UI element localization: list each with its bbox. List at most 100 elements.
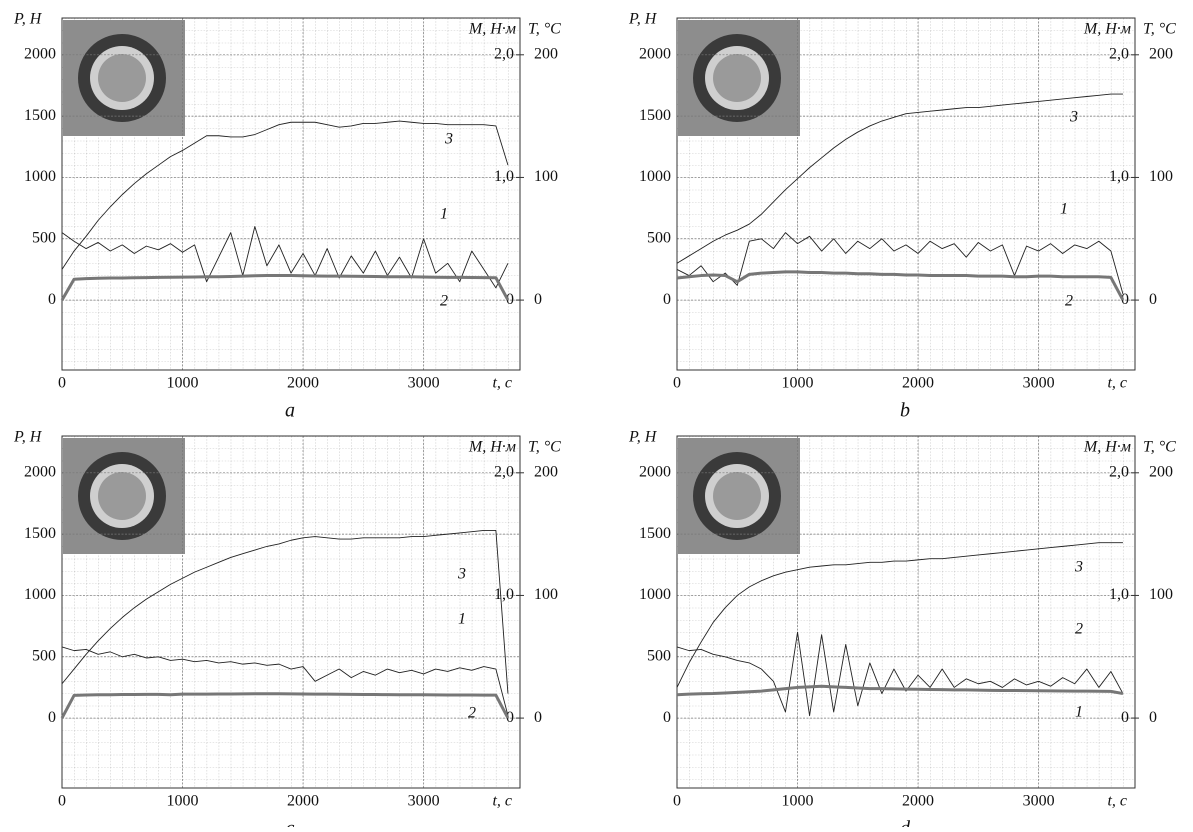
y2-axis-label: M, Н·м [468, 21, 516, 38]
series-name: 1 [1075, 704, 1083, 721]
y2-tick-label: 1,0 [494, 168, 514, 185]
y2-axis-label: M, Н·м [1083, 21, 1131, 38]
series-name: 1 [458, 611, 466, 628]
y2-tick-label: 2,0 [494, 45, 514, 62]
y3-tick-label: 100 [534, 168, 558, 185]
y-tick-label: 500 [32, 647, 56, 664]
y3-tick-label: 0 [534, 291, 542, 308]
x-tick-label: 2000 [902, 793, 934, 810]
inset-ring [713, 472, 761, 520]
panel: 0 500 1000 1500 2000 0 1000 2000 3000 0 1,0 2,0 0 100… [13, 429, 561, 832]
y-tick-label: 0 [663, 709, 671, 726]
series-line [61, 226, 509, 289]
x-axis-label: t, с [1107, 375, 1127, 392]
y-tick-label: 500 [32, 229, 56, 246]
y2-tick-label: 2,0 [494, 463, 514, 480]
x-tick-label: 2000 [287, 793, 319, 810]
y3-tick-label: 200 [1149, 45, 1173, 62]
series-line [61, 529, 509, 694]
y3-tick-label: 100 [1149, 586, 1173, 603]
y-tick-label: 500 [647, 229, 671, 246]
series-line [676, 232, 1124, 295]
y2-tick-label: 1,0 [1109, 586, 1129, 603]
y3-tick-label: 200 [534, 45, 558, 62]
series-name: 2 [1065, 293, 1073, 310]
y2-tick-label: 0 [506, 709, 514, 726]
x-axis-label: t, с [492, 793, 512, 810]
x-tick-label: 1000 [167, 375, 199, 392]
y3-tick-label: 100 [534, 586, 558, 603]
y-tick-label: 2000 [639, 45, 671, 62]
y-tick-label: 1500 [639, 107, 671, 124]
x-tick-label: 1000 [167, 793, 199, 810]
plot-frame [61, 435, 521, 789]
y-axis-label: P, Н [13, 429, 43, 446]
series-name: 2 [1075, 621, 1083, 638]
y2-axis-label: M, Н·м [1083, 439, 1131, 456]
y3-tick-label: 200 [1149, 463, 1173, 480]
y2-axis-label: M, Н·м [468, 439, 516, 456]
x-axis-label: t, с [1107, 793, 1127, 810]
y-tick-label: 2000 [639, 463, 671, 480]
y-axis-label: P, Н [628, 11, 658, 28]
x-tick-label: 1000 [782, 793, 814, 810]
x-tick-label: 0 [673, 375, 681, 392]
series-line [676, 542, 1123, 688]
y-axis-label: P, Н [628, 429, 658, 446]
y3-tick-label: 0 [534, 709, 542, 726]
inset-ring [98, 54, 146, 102]
x-tick-label: 3000 [408, 375, 440, 392]
panel-label: b [900, 400, 910, 422]
y3-tick-label: 100 [1149, 168, 1173, 185]
series-line [60, 274, 510, 301]
y-tick-label: 1000 [639, 168, 671, 185]
plot-frame [676, 17, 1136, 371]
x-tick-label: 3000 [1023, 793, 1055, 810]
plot-frame [61, 17, 521, 371]
x-tick-label: 3000 [408, 793, 440, 810]
y-tick-label: 1000 [639, 586, 671, 603]
y3-axis-label: T, °C [528, 439, 561, 456]
y-tick-label: 1000 [24, 168, 56, 185]
x-tick-label: 0 [673, 793, 681, 810]
y-tick-label: 0 [663, 291, 671, 308]
panel-label: c [286, 818, 295, 827]
y-tick-label: 1500 [24, 525, 56, 542]
x-tick-label: 1000 [782, 375, 814, 392]
series-name: 3 [457, 566, 466, 583]
series-line [60, 692, 510, 719]
y2-tick-label: 1,0 [494, 586, 514, 603]
series-name: 1 [440, 206, 448, 223]
series-line [676, 631, 1124, 717]
y3-axis-label: T, °C [1143, 439, 1176, 456]
series-name: 3 [444, 131, 453, 148]
x-tick-label: 0 [58, 793, 66, 810]
y-tick-label: 1000 [24, 586, 56, 603]
y2-tick-label: 2,0 [1109, 45, 1129, 62]
inset-ring [713, 54, 761, 102]
y3-axis-label: T, °C [528, 21, 561, 38]
y-tick-label: 2000 [24, 463, 56, 480]
series-line [676, 684, 1124, 697]
y3-tick-label: 0 [1149, 709, 1157, 726]
panel-label: a [285, 400, 295, 422]
y2-tick-label: 0 [1121, 291, 1129, 308]
panel: 0 500 1000 1500 2000 0 1000 2000 3000 0 1,0 2,0 0 100… [628, 429, 1176, 832]
series-line [676, 93, 1123, 264]
series-name: 2 [468, 705, 476, 722]
series-line [61, 120, 509, 270]
series-name: 3 [1069, 109, 1078, 126]
series-name: 1 [1060, 201, 1068, 218]
panel: 0 500 1000 1500 2000 0 1000 2000 3000 0 1,0 2,0 0 100… [13, 11, 561, 422]
y2-tick-label: 2,0 [1109, 463, 1129, 480]
series-name: 2 [440, 293, 448, 310]
panel-label: d [900, 818, 911, 827]
x-axis-label: t, с [492, 375, 512, 392]
y-axis-label: P, Н [13, 11, 43, 28]
x-tick-label: 3000 [1023, 375, 1055, 392]
y-tick-label: 2000 [24, 45, 56, 62]
y3-axis-label: T, °C [1143, 21, 1176, 38]
y3-tick-label: 200 [534, 463, 558, 480]
y-tick-label: 0 [48, 291, 56, 308]
